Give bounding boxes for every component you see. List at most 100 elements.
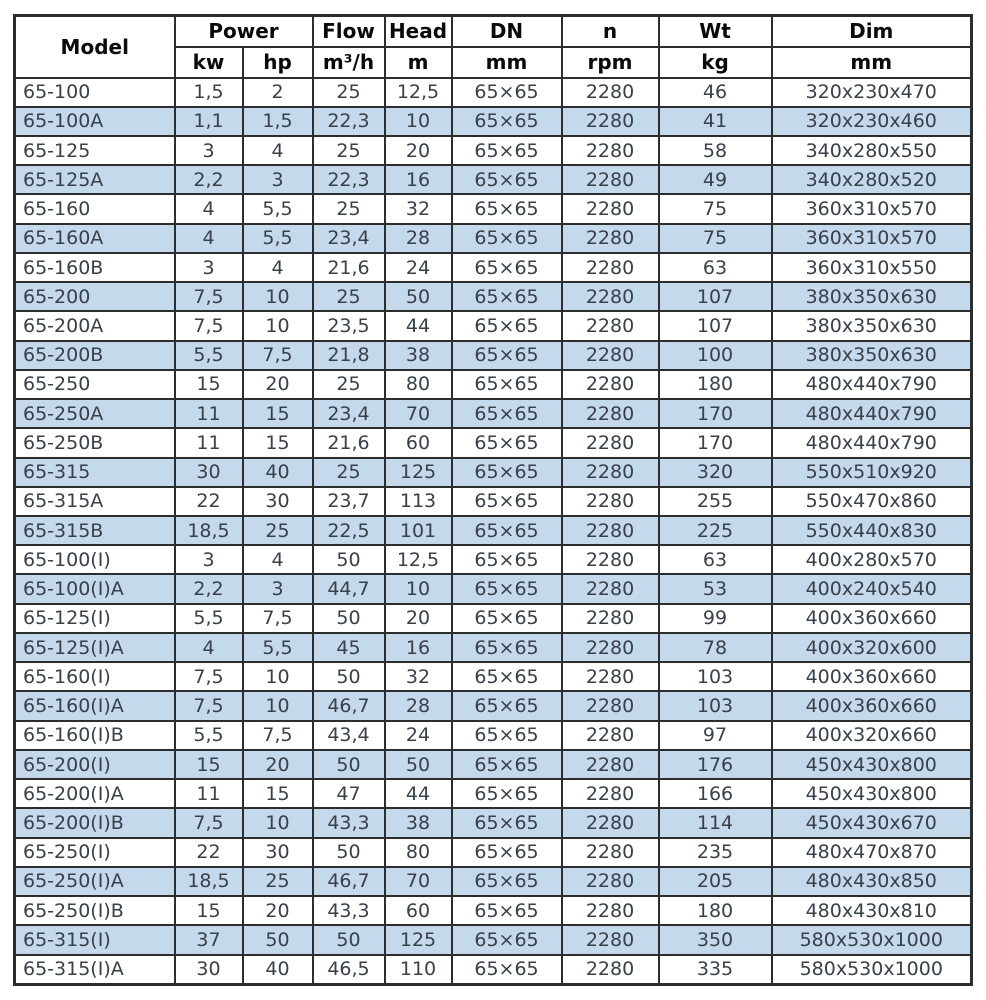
- power-hp-cell: 40: [241, 953, 314, 986]
- unit-header-dim: mm: [770, 45, 973, 79]
- flow-cell: 46,7: [311, 865, 386, 898]
- dn-cell: 65×65: [450, 953, 563, 986]
- dn-cell: 65×65: [450, 222, 563, 254]
- table-row: 65-100 1,5 2 25 12,5 65×65 2280 46 320x230x470: [13, 76, 973, 108]
- header-row-labels: Model Power Flow Head DN n Wt Dim: [13, 14, 973, 79]
- power-kw-cell: 1,5: [173, 76, 244, 108]
- col-header-flow: Flow: [311, 14, 386, 48]
- unit-header-head: m: [383, 45, 453, 79]
- model-cell: 65-250A: [13, 398, 176, 430]
- power-kw-cell: 5,5: [173, 719, 244, 751]
- power-kw-cell: 7,5: [173, 807, 244, 839]
- rpm-cell: 2280: [560, 748, 660, 781]
- power-kw-cell: 2,2: [173, 164, 244, 196]
- rpm-cell: 2280: [560, 76, 660, 108]
- table-row: 65-200A 7,5 10 23,5 44 65×65 2280 107 380x350x63…: [13, 310, 973, 342]
- power-hp-cell: 5,5: [241, 631, 314, 664]
- dim-cell: 380x350x630: [770, 281, 973, 313]
- power-kw-cell: 11: [173, 398, 244, 430]
- col-header-dim: Dim: [770, 14, 973, 48]
- flow-cell: 50: [311, 748, 386, 781]
- power-kw-cell: 11: [173, 427, 244, 459]
- model-cell: 65-125A: [13, 164, 176, 196]
- flow-cell: 23,4: [311, 398, 386, 430]
- flow-cell: 43,3: [311, 807, 386, 839]
- unit-header-kw: kw: [173, 45, 244, 79]
- wt-cell: 350: [657, 924, 773, 956]
- wt-cell: 255: [657, 485, 773, 518]
- head-cell: 20: [383, 134, 453, 167]
- head-cell: 38: [383, 339, 453, 371]
- dn-cell: 65×65: [450, 778, 563, 810]
- dn-cell: 65×65: [450, 836, 563, 868]
- power-hp-cell: 10: [241, 690, 314, 722]
- model-cell: 65-250(I): [13, 836, 176, 868]
- dim-cell: 480x440x790: [770, 427, 973, 459]
- wt-cell: 225: [657, 515, 773, 547]
- power-hp-cell: 10: [241, 310, 314, 342]
- flow-cell: 50: [311, 924, 386, 956]
- unit-header-hp: hp: [241, 45, 314, 79]
- unit-header-n: rpm: [560, 45, 660, 79]
- wt-cell: 99: [657, 602, 773, 634]
- head-cell: 24: [383, 719, 453, 751]
- power-hp-cell: 5,5: [241, 193, 314, 225]
- rpm-cell: 2280: [560, 895, 660, 927]
- power-kw-cell: 18,5: [173, 515, 244, 547]
- wt-cell: 180: [657, 368, 773, 401]
- dim-cell: 450x430x800: [770, 748, 973, 781]
- table-row: 65-100(I)A 2,2 3 44,7 10 65×65 2280 53 400x240x5…: [13, 573, 973, 605]
- flow-cell: 22,3: [311, 105, 386, 137]
- dn-cell: 65×65: [450, 281, 563, 313]
- dim-cell: 400x240x540: [770, 573, 973, 605]
- wt-cell: 63: [657, 251, 773, 284]
- flow-cell: 23,7: [311, 485, 386, 518]
- head-cell: 28: [383, 690, 453, 722]
- power-hp-cell: 3: [241, 573, 314, 605]
- power-kw-cell: 22: [173, 485, 244, 518]
- power-hp-cell: 4: [241, 544, 314, 576]
- flow-cell: 25: [311, 76, 386, 108]
- power-kw-cell: 30: [173, 953, 244, 986]
- table-row: 65-250(I) 22 30 50 80 65×65 2280 235 480x470x870: [13, 836, 973, 868]
- rpm-cell: 2280: [560, 251, 660, 284]
- head-cell: 16: [383, 164, 453, 196]
- head-cell: 16: [383, 631, 453, 664]
- power-hp-cell: 40: [241, 456, 314, 488]
- power-hp-cell: 25: [241, 865, 314, 898]
- dim-cell: 380x350x630: [770, 339, 973, 371]
- head-cell: 20: [383, 602, 453, 634]
- wt-cell: 166: [657, 778, 773, 810]
- model-cell: 65-200(I)A: [13, 778, 176, 810]
- power-kw-cell: 11: [173, 778, 244, 810]
- rpm-cell: 2280: [560, 807, 660, 839]
- col-header-model: Model: [13, 14, 176, 79]
- head-cell: 60: [383, 427, 453, 459]
- unit-header-wt: kg: [657, 45, 773, 79]
- power-hp-cell: 50: [241, 924, 314, 956]
- dn-cell: 65×65: [450, 368, 563, 401]
- flow-cell: 43,4: [311, 719, 386, 751]
- flow-cell: 25: [311, 368, 386, 401]
- rpm-cell: 2280: [560, 485, 660, 518]
- flow-cell: 47: [311, 778, 386, 810]
- power-hp-cell: 5,5: [241, 222, 314, 254]
- table-row: 65-250B 11 15 21,6 60 65×65 2280 170 480x440x790: [13, 427, 973, 459]
- table-row: 65-315A 22 30 23,7 113 65×65 2280 255 550x470x86…: [13, 485, 973, 518]
- rpm-cell: 2280: [560, 281, 660, 313]
- rpm-cell: 2280: [560, 105, 660, 137]
- dim-cell: 400x320x600: [770, 631, 973, 664]
- rpm-cell: 2280: [560, 719, 660, 751]
- dim-cell: 550x470x860: [770, 485, 973, 518]
- model-cell: 65-100(I): [13, 544, 176, 576]
- wt-cell: 107: [657, 310, 773, 342]
- head-cell: 24: [383, 251, 453, 284]
- head-cell: 32: [383, 661, 453, 693]
- dim-cell: 340x280x520: [770, 164, 973, 196]
- model-cell: 65-250B: [13, 427, 176, 459]
- power-kw-cell: 5,5: [173, 602, 244, 634]
- wt-cell: 97: [657, 719, 773, 751]
- wt-cell: 53: [657, 573, 773, 605]
- head-cell: 12,5: [383, 544, 453, 576]
- dn-cell: 65×65: [450, 515, 563, 547]
